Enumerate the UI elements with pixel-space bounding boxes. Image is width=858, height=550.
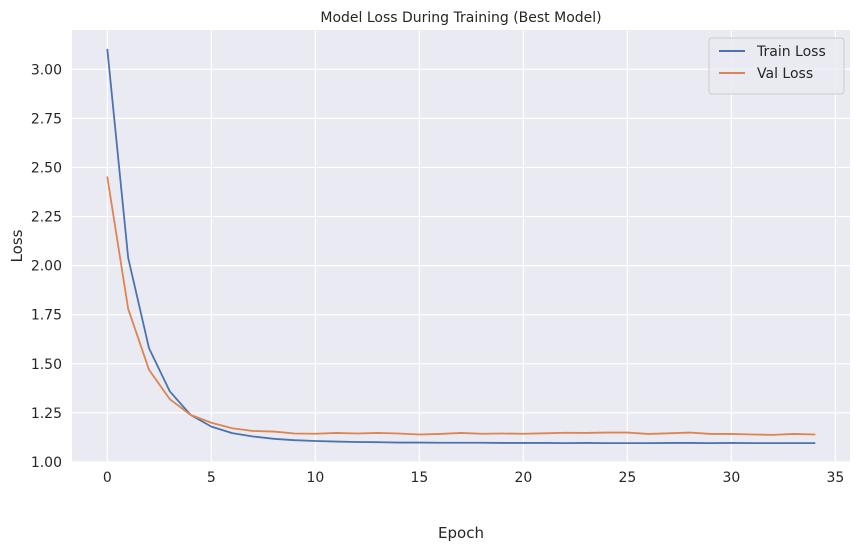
- legend: Train Loss Val Loss: [708, 37, 845, 95]
- y-tick-label: 1.75: [31, 308, 62, 324]
- x-tick-label: 20: [514, 470, 532, 486]
- x-tick-label: 30: [723, 470, 741, 486]
- y-axis-label: Loss: [8, 229, 26, 262]
- x-tick-label: 15: [410, 470, 428, 486]
- y-tick-label: 2.25: [31, 210, 62, 226]
- legend-label-val: Val Loss: [757, 66, 813, 82]
- chart-title: Model Loss During Training (Best Model): [320, 10, 601, 26]
- x-tick-label: 5: [207, 470, 216, 486]
- y-tick-label: 2.00: [31, 259, 62, 275]
- y-tick-label: 2.75: [31, 111, 62, 127]
- val-loss-line: [106, 176, 816, 436]
- legend-label-train: Train Loss: [756, 44, 826, 60]
- tick-labels: 0 5 10 15 20 25 30 35 1.00 1.25 1.50 1.75 2.00 2.25 2.…: [31, 62, 845, 486]
- y-tick-label: 1.00: [31, 455, 62, 471]
- x-tick-label: 0: [103, 470, 112, 486]
- grid-lines: [72, 30, 850, 463]
- x-tick-label: 25: [619, 470, 637, 486]
- x-tick-label: 10: [306, 470, 324, 486]
- plot-area: [72, 30, 850, 462]
- x-axis-label: Epoch: [438, 524, 484, 542]
- y-tick-label: 2.50: [31, 160, 62, 176]
- y-tick-label: 1.50: [31, 357, 62, 373]
- y-tick-label: 1.25: [31, 406, 62, 422]
- train-loss-line: [106, 48, 816, 445]
- series-lines: [106, 48, 816, 445]
- x-tick-label: 35: [827, 470, 845, 486]
- y-tick-label: 3.00: [31, 62, 62, 78]
